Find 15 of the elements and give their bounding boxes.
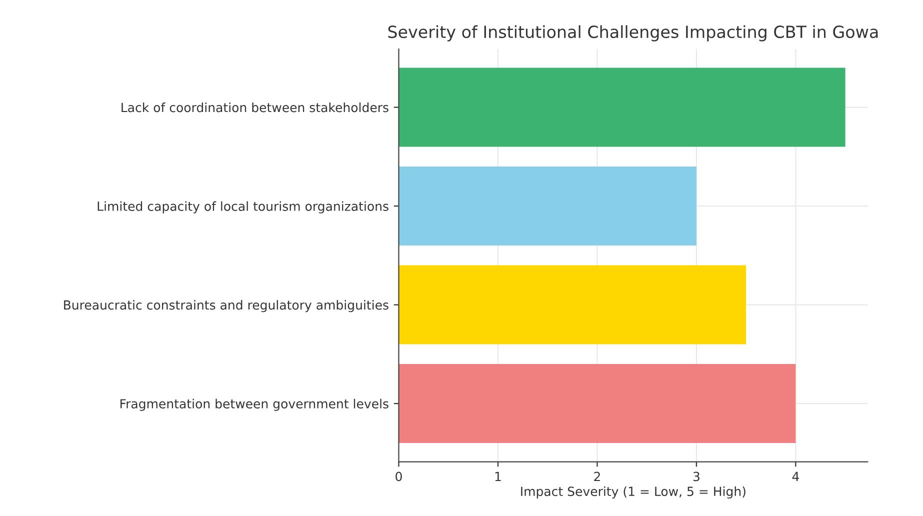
bar [398,68,846,147]
bar [398,364,796,444]
x-axis-title: Impact Severity (1 = Low, 5 = High) [521,486,746,499]
chart-title: Severity of Institutional Challenges Impacting CBT in Gowa [388,25,878,42]
y-tick-label: Limited capacity of local tourism organizations [98,201,388,214]
bar [398,265,746,344]
x-tick-label: 1 [495,472,501,482]
x-tick-label: 4 [792,472,799,482]
x-tick-label: 0 [396,472,402,482]
y-tick-label: Fragmentation between government levels [120,398,388,411]
x-tick-label: 2 [594,472,600,482]
x-tick-label: 3 [693,472,700,482]
y-tick-label: Bureaucratic constraints and regulatory ambiguities [64,300,388,312]
y-tick-label: Lack of coordination between stakeholders [122,102,388,112]
bar [398,166,696,246]
